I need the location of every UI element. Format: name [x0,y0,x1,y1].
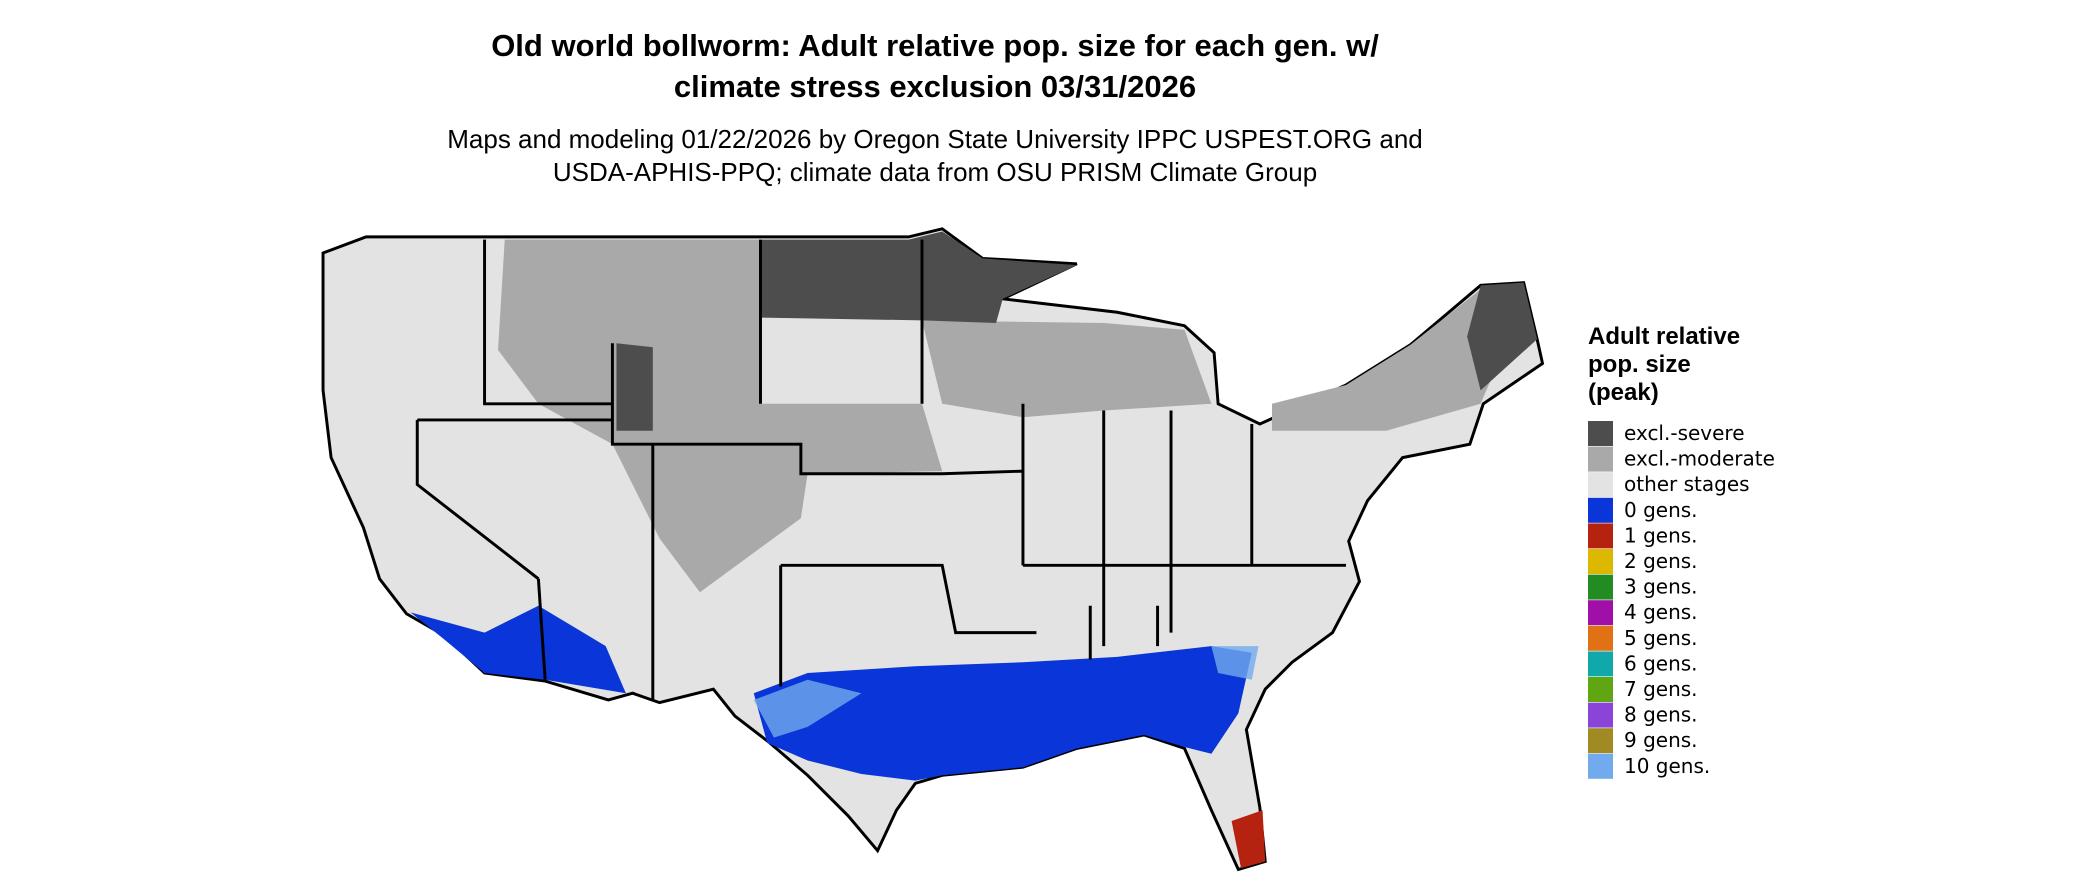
subtitle-line: Maps and modeling 01/22/2026 by Oregon S… [447,124,1423,154]
gens-10-region [753,646,1259,738]
legend-label: 2 gens. [1624,549,1698,573]
title-line: climate stress exclusion 03/31/2026 [674,69,1196,104]
legend-label: excl.-moderate [1624,447,1775,471]
legend-label: 10 gens. [1624,754,1710,778]
legend-swatch [1588,497,1613,523]
legend-title: (peak) [1588,379,1659,406]
state-lines [415,239,1346,700]
legend-label: 3 gens. [1624,575,1698,599]
legend-swatch [1588,728,1613,754]
legend-label: 5 gens. [1624,626,1698,650]
legend-title: pop. size [1588,351,1691,378]
legend-label: 8 gens. [1624,703,1698,727]
legend-swatch [1588,753,1613,779]
legend-label: 7 gens. [1624,677,1698,701]
legend-swatch [1588,574,1613,600]
legend-swatch [1588,625,1613,651]
subtitle-line: USDA-APHIS-PPQ; climate data from OSU PR… [553,157,1317,187]
excl-moderate-region [498,239,1521,593]
legend-swatch [1588,549,1613,574]
legend-swatch [1588,677,1613,702]
legend-swatch [1588,651,1613,677]
legend-swatch [1588,600,1613,626]
legend-label: other stages [1624,472,1750,496]
legend-swatch [1588,702,1613,728]
gens-1-region [1231,810,1266,869]
legend-label: excl.-severe [1624,421,1745,445]
excl-severe-region [616,231,1538,431]
legend-label: 4 gens. [1624,600,1698,624]
legend-swatch [1588,421,1613,446]
legend-label: 6 gens. [1624,651,1698,675]
legend-label: 1 gens. [1624,523,1698,547]
legend-swatch [1588,523,1613,549]
legend-swatch [1588,472,1613,498]
title-line: Old world bollworm: Adult relative pop. … [491,28,1379,63]
legend-swatch [1588,446,1613,472]
legend-title: Adult relative [1588,323,1740,350]
legend-label: 0 gens. [1624,498,1698,522]
us-map [321,227,1545,872]
legend-label: 9 gens. [1624,728,1698,752]
legend: Adult relative pop. size (peak) excl.-se… [1588,323,1775,779]
